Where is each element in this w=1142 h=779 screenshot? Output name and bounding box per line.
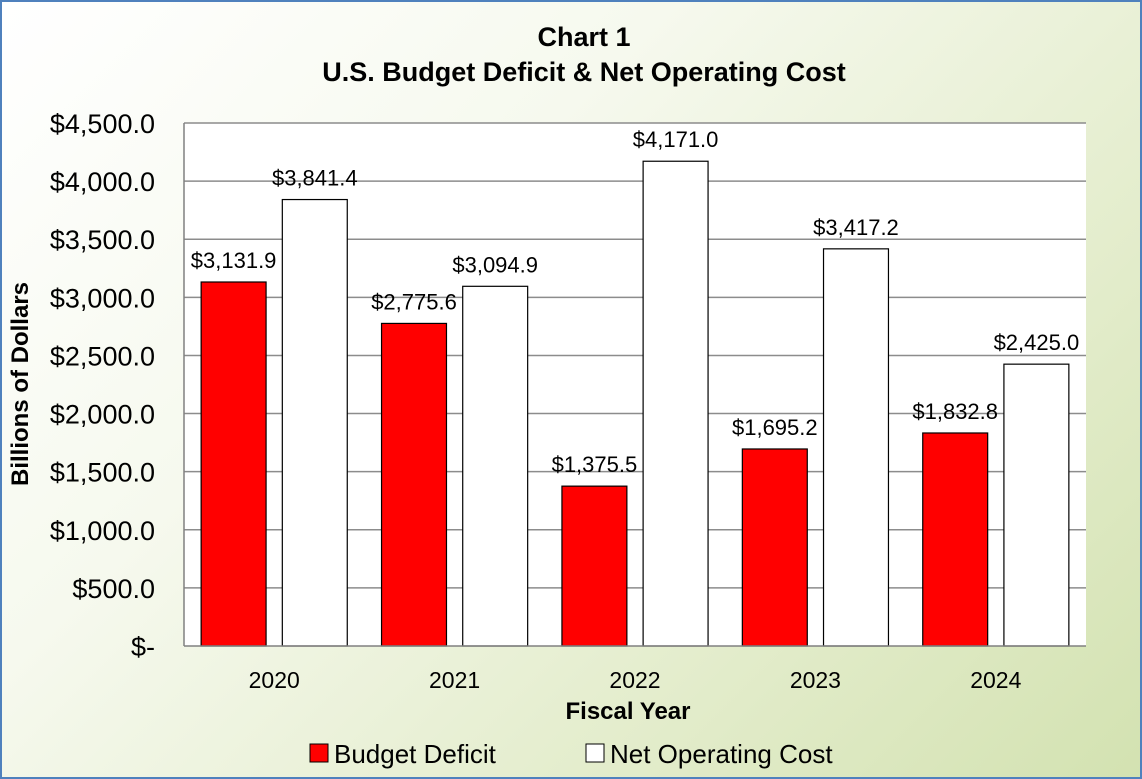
legend-swatch-budget-deficit (309, 743, 329, 763)
bars (200, 160, 1070, 647)
y-tick-label: $1,500.0 (50, 458, 155, 488)
data-label-budget-deficit-2023: $1,695.2 (732, 415, 818, 440)
bar-net-operating-cost-2022 (642, 160, 709, 647)
x-tick-label: 2021 (429, 667, 480, 693)
chart-subtitle: U.S. Budget Deficit & Net Operating Cost (322, 57, 846, 87)
data-label-budget-deficit-2021: $2,775.6 (371, 289, 457, 314)
y-tick-label: $3,500.0 (50, 225, 155, 255)
legend-label-budget-deficit: Budget Deficit (334, 739, 497, 769)
x-tick-label: 2020 (249, 667, 300, 693)
legend-swatch-net-operating-cost (585, 743, 605, 763)
bar-budget-deficit-2022 (561, 485, 628, 647)
bar-net-operating-cost-2020 (281, 198, 348, 647)
y-tick-label: $2,500.0 (50, 341, 155, 371)
y-tick-label: $2,000.0 (50, 400, 155, 430)
data-label-net-operating-cost-2020: $3,841.4 (272, 166, 358, 191)
data-label-net-operating-cost-2022: $4,171.0 (633, 127, 719, 152)
bar-budget-deficit-2023 (741, 448, 808, 647)
data-label-net-operating-cost-2021: $3,094.9 (452, 252, 538, 277)
y-tick-label: $3,000.0 (50, 283, 155, 313)
data-label-budget-deficit-2020: $3,131.9 (191, 248, 277, 273)
x-tick-label: 2023 (790, 667, 841, 693)
y-tick-label: $4,000.0 (50, 167, 155, 197)
y-tick-label: $- (131, 632, 155, 662)
y-tick-label: $1,000.0 (50, 516, 155, 546)
data-label-net-operating-cost-2024: $2,425.0 (994, 330, 1080, 355)
x-tick-label: 2024 (970, 667, 1021, 693)
legend: Budget Deficit Net Operating Cost (309, 739, 833, 769)
data-labels: $3,131.9 $3,841.4 $2,775.6 $3,094.9 $1,375.5… (191, 127, 1079, 477)
bar-net-operating-cost-2024 (1003, 363, 1070, 647)
data-label-budget-deficit-2024: $1,832.8 (912, 399, 998, 424)
y-axis-title: Billions of Dollars (7, 282, 34, 486)
y-tick-label: $500.0 (72, 574, 155, 604)
legend-label-net-operating-cost: Net Operating Cost (610, 739, 833, 769)
y-tick-label: $4,500.0 (50, 109, 155, 139)
bar-budget-deficit-2021 (380, 322, 448, 647)
y-axis-ticks: $- $500.0 $1,000.0 $1,500.0 $2,000.0 $2,500.0… (50, 109, 155, 662)
bar-net-operating-cost-2023 (822, 248, 890, 647)
x-axis-title: Fiscal Year (566, 698, 691, 725)
x-tick-label: 2022 (609, 667, 660, 693)
bar-budget-deficit-2020 (200, 281, 267, 647)
bar-budget-deficit-2024 (922, 432, 989, 647)
chart-title: Chart 1 (537, 22, 630, 52)
data-label-net-operating-cost-2023: $3,417.2 (813, 215, 899, 240)
bar-net-operating-cost-2021 (462, 285, 529, 647)
x-axis-ticks: 2020 2021 2022 2023 2024 (249, 667, 1022, 693)
data-label-budget-deficit-2022: $1,375.5 (552, 452, 638, 477)
